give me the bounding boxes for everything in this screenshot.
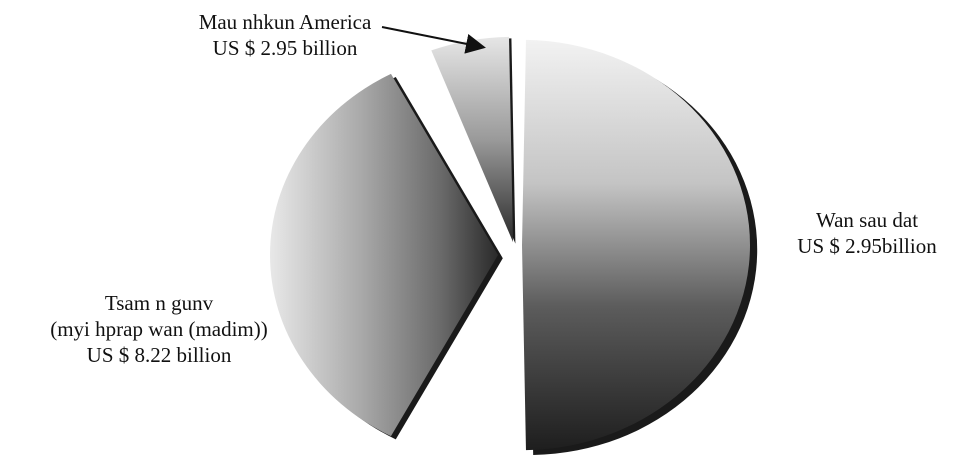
label-wan-sau-dat: Wan sau dat US $ 2.95billion <box>772 207 962 259</box>
label-value: US $ 8.22 billion <box>86 343 232 367</box>
label-line: Tsam n gunv <box>104 291 214 315</box>
label-tsam-n-gunv: Tsam n gunv (myi hprap wan (madim)) US $… <box>0 290 318 368</box>
label-line: (myi hprap wan (madim)) <box>50 317 268 341</box>
label-line: Mau nhkun America <box>198 10 372 34</box>
label-line: Wan sau dat <box>815 208 919 232</box>
label-mau-nhkun-america: Mau nhkun America US $ 2.95 billion <box>160 9 410 61</box>
label-value: US $ 2.95billion <box>797 234 937 258</box>
callout-arrow <box>381 26 486 54</box>
label-value: US $ 2.95 billion <box>212 36 358 60</box>
slice-mau-nhkun-america <box>431 36 513 242</box>
slice-wan-sau-dat <box>522 39 751 451</box>
slice-tsam-n-gunv <box>269 73 498 437</box>
